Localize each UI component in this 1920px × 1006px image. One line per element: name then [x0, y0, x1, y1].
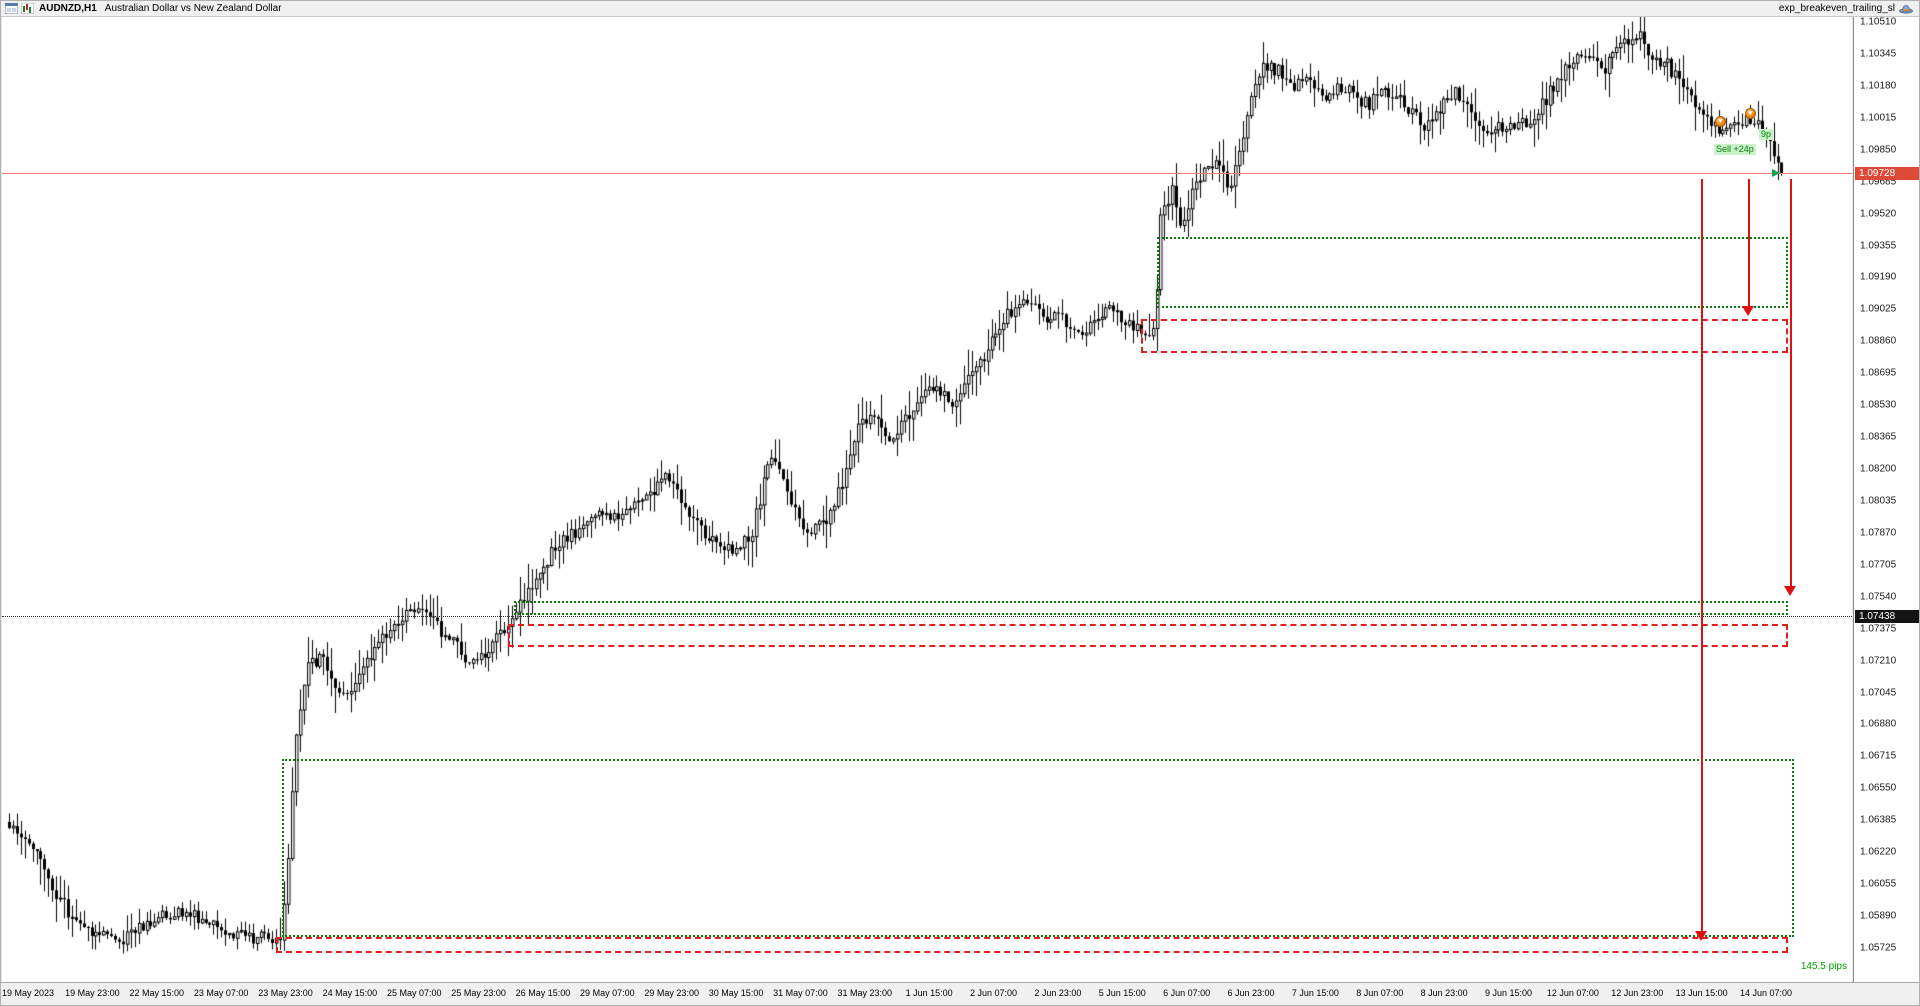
- ea-hat-icon[interactable]: [1899, 3, 1913, 14]
- time-axis-label: 8 Jun 07:00: [1356, 988, 1404, 998]
- price-axis-label: 1.07705: [1860, 559, 1897, 571]
- price-axis-label: 1.07375: [1860, 623, 1897, 635]
- projection-arrow-upper[interactable]: [1748, 178, 1750, 308]
- price-axis-label: 1.06880: [1860, 718, 1897, 730]
- chart-titlebar: AUDNZD,H1 Australian Dollar vs New Zeala…: [0, 0, 1920, 17]
- price-axis-label: 1.09685: [1860, 176, 1897, 188]
- price-axis-label: 1.08035: [1860, 495, 1897, 507]
- price-axis-label: 1.07210: [1860, 655, 1897, 667]
- candlestick-chart-icon[interactable]: [21, 2, 34, 14]
- price-axis-label: 1.05725: [1860, 942, 1897, 954]
- price-axis-label: 1.08200: [1860, 463, 1897, 475]
- ea-name-label: exp_breakeven_trailing_sl: [1778, 2, 1895, 14]
- price-axis-label: 1.07870: [1860, 527, 1897, 539]
- time-axis-label: 31 May 23:00: [837, 988, 893, 998]
- price-axis-label: 1.10180: [1860, 80, 1897, 92]
- marked-price-label: 1.07438: [1855, 610, 1919, 624]
- time-axis-label: 12 Jun 23:00: [1611, 988, 1664, 998]
- price-axis-label: 1.09355: [1860, 240, 1897, 252]
- sell-deal-icon-2[interactable]: ▼: [1745, 108, 1756, 119]
- price-axis-label: 1.07045: [1860, 687, 1897, 699]
- price-axis-label: 1.08695: [1860, 367, 1897, 379]
- time-axis-label: 29 May 07:00: [580, 988, 635, 998]
- time-axis-label: 31 May 07:00: [773, 988, 828, 998]
- projection-arrow-middle[interactable]: [1790, 178, 1792, 587]
- price-axis[interactable]: 1.09728 1.07438 1.10510 1.10345 1.10180 1.1…: [1853, 17, 1920, 982]
- price-axis-label: 1.09190: [1860, 271, 1897, 283]
- current-price-label: 1.09728: [1855, 167, 1919, 181]
- price-axis-label: 1.06220: [1860, 846, 1897, 858]
- price-axis-label: 1.06715: [1860, 750, 1897, 762]
- price-axis-label: 1.06055: [1860, 878, 1897, 890]
- time-axis-label: 2 Jun 23:00: [1034, 988, 1082, 998]
- price-axis-label: 1.10015: [1860, 112, 1897, 124]
- time-axis-label: 22 May 15:00: [129, 988, 185, 998]
- price-axis-label: 1.05890: [1860, 910, 1897, 922]
- time-axis-label: 13 Jun 15:00: [1675, 988, 1728, 998]
- price-axis-label: 1.08860: [1860, 335, 1897, 347]
- time-axis-label: 29 May 23:00: [644, 988, 699, 998]
- price-axis-label: 1.06385: [1860, 814, 1897, 826]
- time-axis-label: 6 Jun 23:00: [1227, 988, 1275, 998]
- price-axis-label: 1.06550: [1860, 782, 1897, 794]
- sl-zone-upper[interactable]: [1141, 319, 1788, 353]
- chart-area[interactable]: ▼ ▼ Sell +24p 9p 145.5 pips: [2, 17, 1852, 982]
- time-axis-label: 23 May 23:00: [258, 988, 313, 998]
- projection-arrow-upper-head: [1742, 306, 1754, 317]
- time-axis-label: 25 May 07:00: [386, 988, 442, 998]
- marked-price-line: [2, 616, 1852, 618]
- time-axis-label: 1 Jun 15:00: [905, 988, 953, 998]
- trailing-stop-marker-icon[interactable]: [1772, 169, 1780, 177]
- time-axis-label: 6 Jun 07:00: [1163, 988, 1211, 998]
- price-axis-label: 1.09025: [1860, 303, 1897, 315]
- trade-result-label-partial[interactable]: 9p: [1759, 129, 1774, 140]
- window-menu-icon[interactable]: [5, 2, 18, 14]
- tp-zone-upper[interactable]: [1157, 236, 1788, 309]
- time-axis-label: 2 Jun 07:00: [970, 988, 1018, 998]
- pips-counter-label: 145.5 pips: [1800, 961, 1847, 972]
- sell-deal-icon-1[interactable]: ▼: [1715, 116, 1726, 127]
- price-axis-label: 1.09520: [1860, 208, 1897, 220]
- price-axis-label: 1.08365: [1860, 431, 1897, 443]
- time-axis[interactable]: 19 May 2023 19 May 23:00 22 May 15:00 23 Ma…: [0, 982, 1920, 1006]
- price-axis-label: 1.09850: [1860, 144, 1897, 156]
- time-axis-label: 19 May 2023: [1, 988, 55, 998]
- time-axis-label: 7 Jun 15:00: [1291, 988, 1339, 998]
- time-axis-label: 9 Jun 15:00: [1484, 988, 1533, 998]
- projection-arrow-middle-head: [1784, 585, 1796, 596]
- projection-arrow-long[interactable]: [1701, 178, 1703, 933]
- time-axis-label: 5 Jun 15:00: [1098, 988, 1146, 998]
- time-axis-label: 26 May 15:00: [515, 988, 571, 998]
- current-price-line: [2, 173, 1852, 175]
- candlestick-canvas[interactable]: [2, 17, 1852, 982]
- time-axis-label: 12 Jun 07:00: [1546, 988, 1599, 998]
- price-axis-label: 1.10345: [1860, 48, 1897, 60]
- tp-zone-middle[interactable]: [514, 600, 1788, 616]
- price-axis-label: 1.08530: [1860, 399, 1897, 411]
- time-axis-label: 30 May 15:00: [708, 988, 764, 998]
- price-axis-label: 1.10510: [1860, 16, 1897, 28]
- trade-result-label-sell[interactable]: Sell +24p: [1714, 144, 1756, 155]
- time-axis-label: 25 May 23:00: [451, 988, 506, 998]
- symbol-description: Australian Dollar vs New Zealand Dollar: [104, 2, 282, 14]
- time-axis-label: 19 May 23:00: [65, 988, 120, 998]
- time-axis-label: 8 Jun 23:00: [1420, 988, 1468, 998]
- tp-zone-lower[interactable]: [282, 759, 1794, 938]
- symbol-period-title: AUDNZD,H1: [39, 2, 97, 14]
- sl-zone-lower[interactable]: [276, 937, 1788, 953]
- time-axis-label: 14 Jun 07:00: [1739, 988, 1793, 998]
- projection-arrow-long-head: [1695, 931, 1707, 942]
- time-axis-label: 23 May 07:00: [193, 988, 249, 998]
- sl-zone-middle[interactable]: [508, 623, 1788, 648]
- time-axis-label: 24 May 15:00: [322, 988, 378, 998]
- price-axis-label: 1.07540: [1860, 591, 1897, 603]
